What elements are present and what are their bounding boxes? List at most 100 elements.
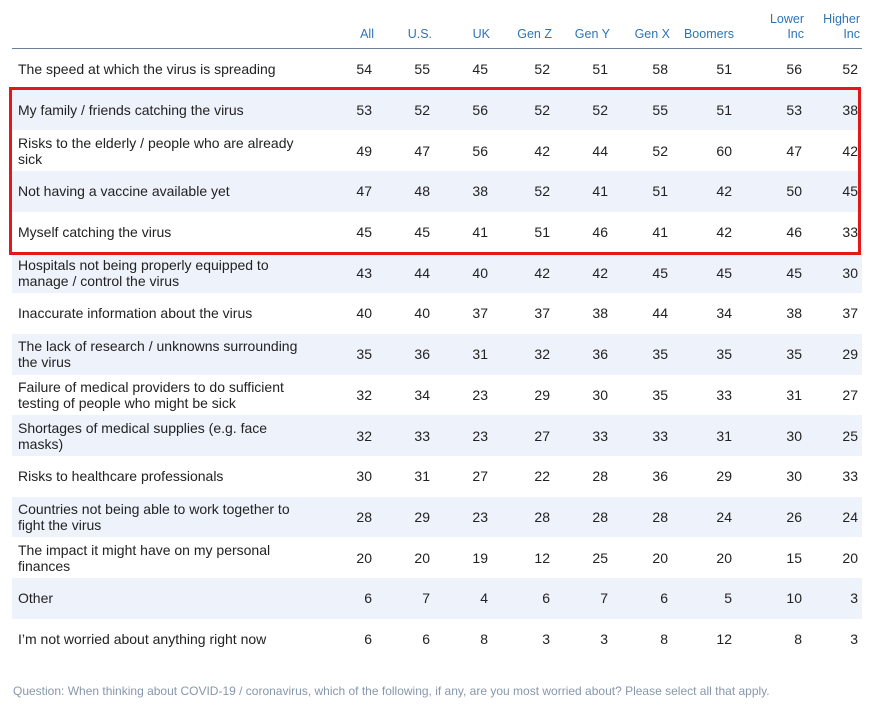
table-cell-value: 36 bbox=[376, 333, 434, 375]
table-row: The lack of research / unknowns surround… bbox=[12, 333, 862, 375]
column-header: UK bbox=[434, 8, 492, 49]
table-row: Failure of medical providers to do suffi… bbox=[12, 375, 862, 416]
column-header: Lower Inc bbox=[736, 8, 806, 49]
table-cell-value: 23 bbox=[472, 386, 488, 403]
table-cell-value: 42 bbox=[492, 252, 554, 294]
table-cell-value: 20 bbox=[652, 549, 668, 566]
table-cell-value: 6 bbox=[422, 630, 430, 647]
row-label: The lack of research / unknowns surround… bbox=[12, 333, 318, 375]
table-cell-value: 51 bbox=[592, 61, 608, 78]
column-header: Higher Inc bbox=[806, 8, 862, 49]
table-cell-value: 56 bbox=[472, 142, 488, 159]
row-label: I’m not worried about anything right now bbox=[18, 630, 267, 647]
table-cell-value: 33 bbox=[842, 224, 858, 241]
table-cell-value: 28 bbox=[592, 468, 608, 485]
question-footnote: Question: When thinking about COVID-19 /… bbox=[13, 684, 770, 698]
table-cell-value: 33 bbox=[612, 415, 672, 456]
table-row: Risks to the elderly / people who are al… bbox=[12, 130, 862, 171]
table-cell-value: 8 bbox=[480, 630, 488, 647]
table-cell-value: 41 bbox=[554, 171, 612, 212]
table-cell-value: 29 bbox=[716, 468, 732, 485]
table-cell-value: 30 bbox=[736, 415, 806, 456]
table-cell-value: 38 bbox=[592, 305, 608, 322]
table-cell-value: 12 bbox=[534, 549, 550, 566]
column-header: U.S. bbox=[376, 8, 434, 49]
table-cell-value: 31 bbox=[672, 415, 736, 456]
row-label: Inaccurate information about the virus bbox=[18, 305, 253, 322]
table-cell-value: 52 bbox=[492, 171, 554, 212]
table-cell-value: 56 bbox=[786, 61, 802, 78]
table-cell-value: 4 bbox=[434, 577, 492, 619]
table-cell-value: 58 bbox=[652, 61, 668, 78]
table-cell-value: 29 bbox=[376, 496, 434, 538]
row-label: Not having a vaccine available yet bbox=[12, 171, 318, 212]
table-cell-value: 43 bbox=[318, 252, 376, 294]
table-cell-value: 12 bbox=[716, 630, 732, 647]
table-cell-value: 20 bbox=[356, 549, 372, 566]
table-cell-value: 35 bbox=[652, 386, 668, 403]
table-cell-value: 3 bbox=[850, 630, 858, 647]
table-cell-value: 34 bbox=[414, 386, 430, 403]
table-row: Other 6 7 4 6 7 6 5 10 3 bbox=[12, 577, 862, 619]
table-cell-value: 25 bbox=[592, 549, 608, 566]
table-cell-value: 50 bbox=[736, 171, 806, 212]
table-cell-value: 42 bbox=[554, 252, 612, 294]
table-cell-value: 45 bbox=[472, 61, 488, 78]
table-row: Shortages of medical supplies (e.g. face… bbox=[12, 415, 862, 456]
table-cell-value: 44 bbox=[652, 305, 668, 322]
table-cell-value: 60 bbox=[716, 142, 732, 159]
column-header: All bbox=[318, 8, 376, 49]
table-cell-value: 42 bbox=[672, 171, 736, 212]
table-cell-value: 47 bbox=[414, 142, 430, 159]
table-cell-value: 36 bbox=[652, 468, 668, 485]
table-cell-value: 38 bbox=[806, 89, 862, 131]
table-cell-value: 55 bbox=[414, 61, 430, 78]
worry-table: All U.S. UK Gen Z Gen Y Gen X Boomers Lower Inc H… bbox=[12, 8, 862, 659]
table-cell-value: 28 bbox=[318, 496, 376, 538]
table-cell-value: 52 bbox=[376, 89, 434, 131]
header-blank bbox=[12, 8, 318, 49]
table-cell-value: 45 bbox=[414, 224, 430, 241]
table-cell-value: 53 bbox=[318, 89, 376, 131]
table-row: Risks to healthcare professionals 30 31 27 2… bbox=[12, 456, 862, 497]
table-cell-value: 6 bbox=[318, 577, 376, 619]
column-header: Gen Z bbox=[492, 8, 554, 49]
table-row: Countries not being able to work togethe… bbox=[12, 496, 862, 538]
table-cell-value: 30 bbox=[356, 468, 372, 485]
table-cell-value: 41 bbox=[472, 224, 488, 241]
table-cell-value: 40 bbox=[414, 305, 430, 322]
row-label: Other bbox=[12, 577, 318, 619]
table-cell-value: 44 bbox=[376, 252, 434, 294]
table-cell-value: 29 bbox=[806, 333, 862, 375]
table-cell-value: 44 bbox=[592, 142, 608, 159]
table-cell-value: 54 bbox=[356, 61, 372, 78]
table-cell-value: 3 bbox=[600, 630, 608, 647]
row-label: The impact it might have on my personal … bbox=[18, 541, 271, 574]
table-cell-value: 24 bbox=[672, 496, 736, 538]
table-cell-value: 25 bbox=[806, 415, 862, 456]
table-cell-value: 33 bbox=[376, 415, 434, 456]
table-cell-value: 28 bbox=[612, 496, 672, 538]
table-cell-value: 52 bbox=[554, 89, 612, 131]
table-cell-value: 28 bbox=[554, 496, 612, 538]
table-cell-value: 15 bbox=[786, 549, 802, 566]
table-cell-value: 10 bbox=[736, 577, 806, 619]
table-cell-value: 40 bbox=[356, 305, 372, 322]
row-label: My family / friends catching the virus bbox=[12, 89, 318, 131]
column-header: Gen Y bbox=[554, 8, 612, 49]
table-cell-value: 37 bbox=[472, 305, 488, 322]
table-cell-value: 5 bbox=[672, 577, 736, 619]
table-cell-value: 31 bbox=[414, 468, 430, 485]
table-cell-value: 53 bbox=[736, 89, 806, 131]
table-cell-value: 35 bbox=[736, 333, 806, 375]
table-cell-value: 35 bbox=[612, 333, 672, 375]
column-header: Boomers bbox=[672, 8, 736, 49]
row-label: Myself catching the virus bbox=[18, 224, 172, 241]
table-cell-value: 20 bbox=[414, 549, 430, 566]
worry-table-container: All U.S. UK Gen Z Gen Y Gen X Boomers Lower Inc H… bbox=[12, 8, 862, 659]
row-label: The speed at which the virus is spreadin… bbox=[18, 61, 276, 78]
row-label: Countries not being able to work togethe… bbox=[12, 496, 318, 538]
table-cell-value: 33 bbox=[716, 386, 732, 403]
table-cell-value: 31 bbox=[434, 333, 492, 375]
table-cell-value: 20 bbox=[716, 549, 732, 566]
